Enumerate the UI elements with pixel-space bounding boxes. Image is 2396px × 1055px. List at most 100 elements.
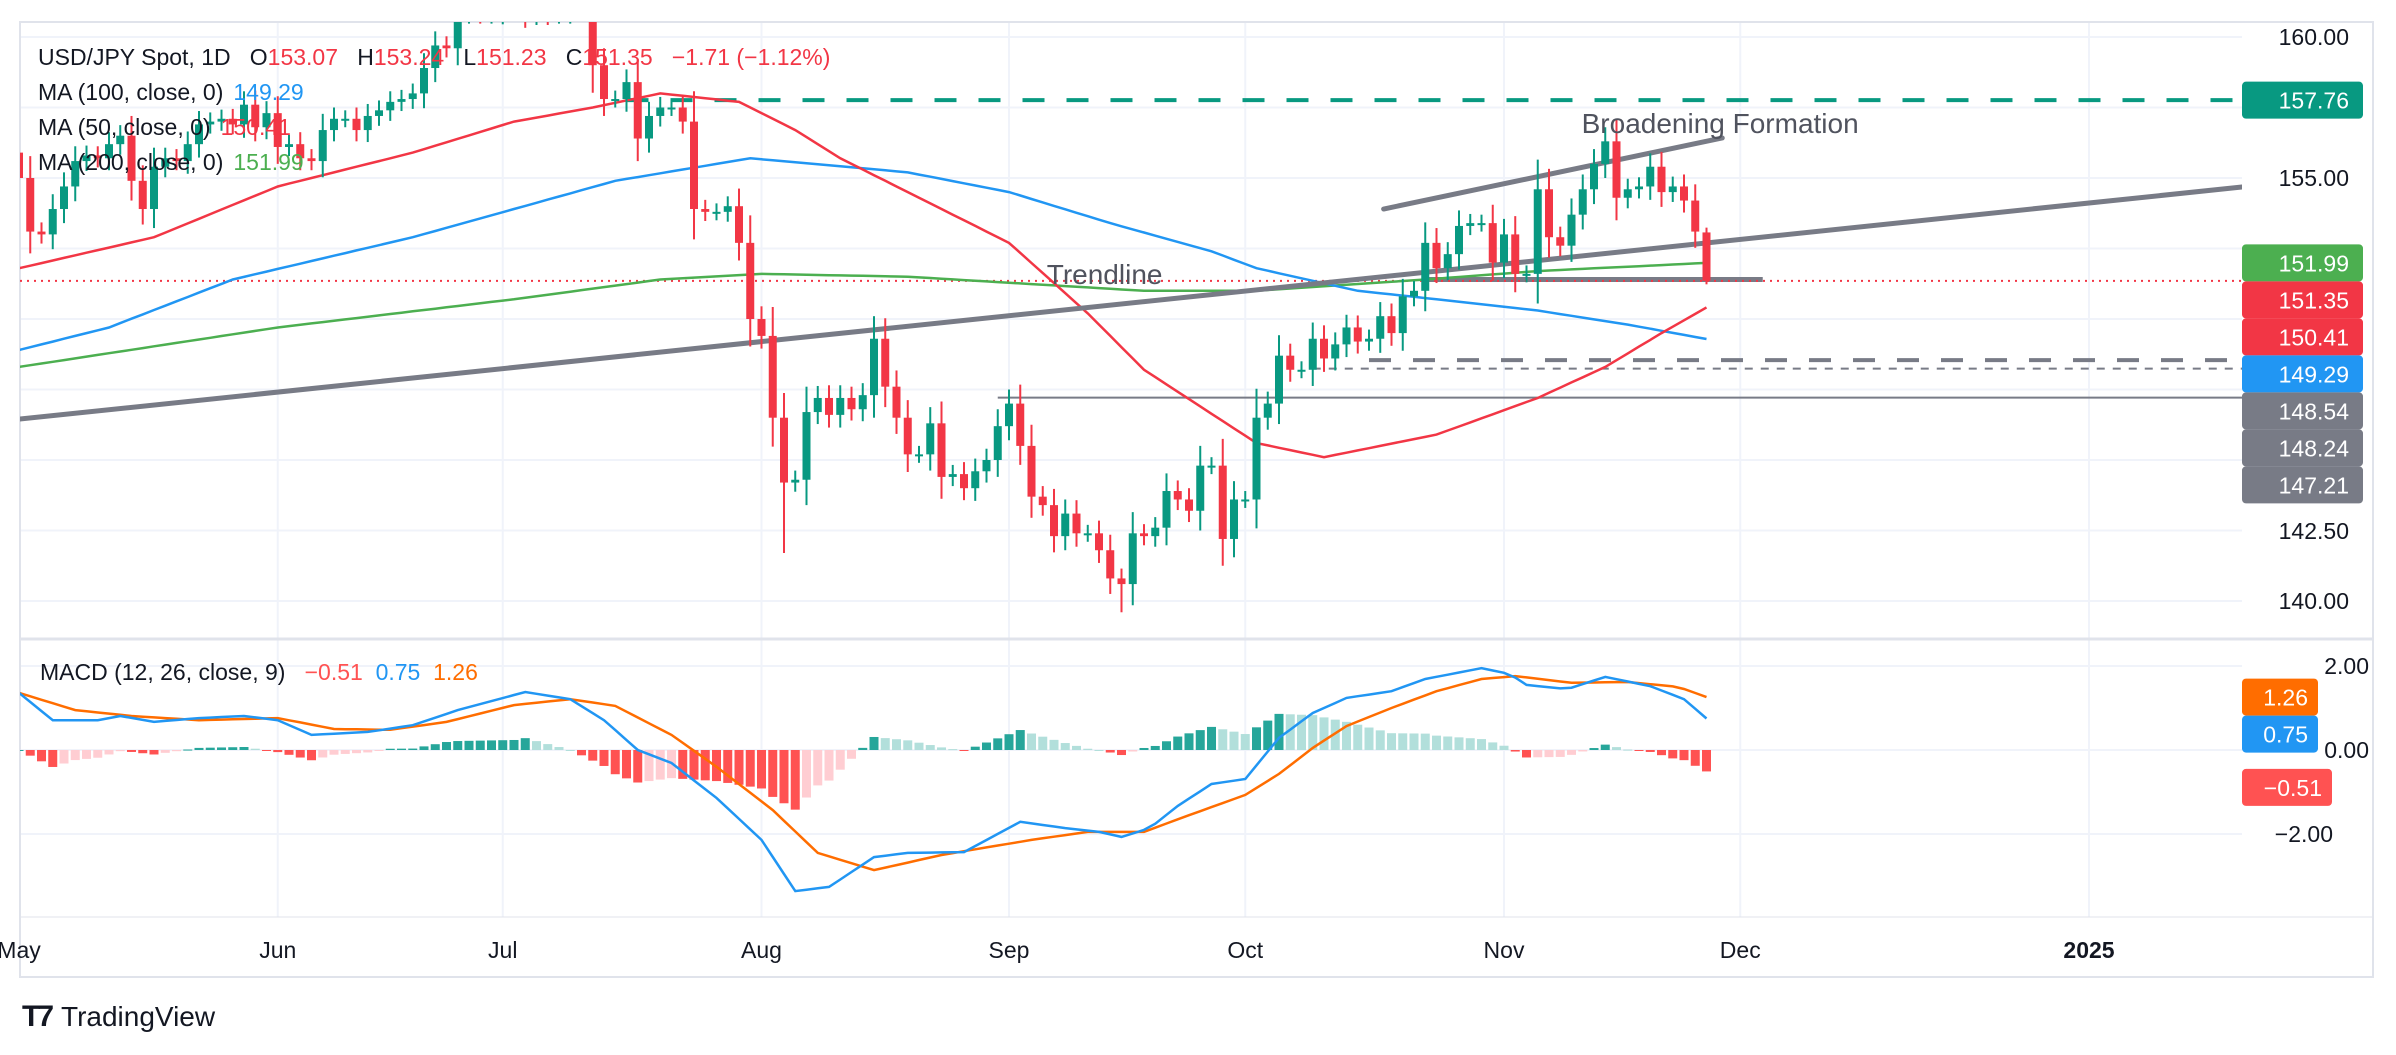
candle-body [993, 426, 1002, 460]
macd-histogram-bar [948, 749, 958, 751]
candle-body [656, 107, 665, 116]
candle [262, 101, 271, 140]
price-pane[interactable] [15, 0, 2242, 613]
candle-body [420, 68, 428, 94]
candle-body [499, 0, 507, 12]
macd-histogram-bar [790, 750, 800, 810]
macd-histogram-bar [1488, 742, 1498, 750]
candle [296, 132, 305, 171]
macd-histogram-bar [678, 750, 688, 779]
candle [1128, 512, 1137, 606]
candle [622, 69, 631, 112]
macd-histogram-bar [768, 750, 778, 797]
candle-body [768, 335, 777, 418]
candle-body [1623, 189, 1632, 198]
candle-body [937, 423, 946, 477]
macd-histogram-bar [1465, 738, 1475, 750]
symbol-label[interactable]: USD/JPY Spot, 1D [38, 44, 231, 70]
candle [172, 149, 181, 171]
macd-histogram-bar [37, 750, 46, 762]
price-badge-value: 148.24 [2279, 435, 2350, 461]
macd-histogram-bar [633, 750, 643, 783]
candle [490, 22, 493, 24]
candle-body [1410, 290, 1418, 297]
macd-histogram-bar [430, 744, 440, 750]
candle [60, 172, 68, 224]
macd-pane[interactable] [15, 666, 1712, 893]
candle [701, 199, 710, 222]
candle [1578, 174, 1587, 230]
ma100-legend[interactable]: MA (100, close, 0) 149.29 [38, 75, 830, 110]
candle [37, 222, 46, 244]
macd-histogram-bar [1522, 750, 1531, 758]
candle [926, 407, 935, 471]
candle-body [1140, 533, 1148, 537]
candle [982, 448, 991, 483]
candle [1286, 343, 1295, 382]
high-label: H [357, 44, 374, 70]
macd-histogram-bar [48, 750, 58, 767]
macd-histogram-bar [1049, 739, 1059, 750]
ma200-legend[interactable]: MA (200, close, 0) 151.99 [38, 145, 830, 180]
time-tick: Sep [989, 937, 1030, 963]
macd-histogram-bar [925, 745, 935, 750]
candle [71, 146, 80, 202]
candle [431, 31, 440, 83]
price-badge-bg [2242, 81, 2363, 119]
candle [1027, 424, 1036, 518]
price-badge-bg [2242, 392, 2363, 430]
ma50-legend[interactable]: MA (50, close, 0) 150.41 [38, 110, 830, 145]
candle [1038, 486, 1047, 516]
macd-histogram-bar [352, 750, 361, 754]
macd-histogram-bar [622, 750, 631, 779]
macd-hist-value: −0.51 [304, 659, 363, 685]
time-tick: Nov [1484, 937, 1525, 963]
candle-body [183, 144, 192, 162]
close-value: 151.35 [582, 44, 653, 70]
time-axis[interactable]: May Jun Jul Aug Sep Oct Nov Dec 2025 [0, 937, 2115, 963]
candle [363, 103, 372, 143]
candle [48, 194, 57, 250]
candle [510, 0, 518, 3]
macd-histogram-bar [374, 750, 384, 751]
candle-body [791, 479, 800, 483]
macd-histogram-bar [1252, 727, 1261, 750]
macd-badge-bg [2242, 768, 2332, 806]
y-tick: 140.00 [2279, 588, 2349, 614]
price-badge-value: 150.41 [2279, 324, 2349, 350]
candle [757, 306, 766, 349]
macd-histogram-bar [1398, 733, 1408, 750]
candle-body [1635, 186, 1643, 190]
candle-body [892, 386, 901, 418]
candle-body [1016, 403, 1025, 446]
macd-histogram-bar [824, 750, 834, 781]
candle-body [1050, 505, 1058, 537]
macd-legend[interactable]: MACD (12, 26, close, 9) −0.51 0.75 1.26 [40, 659, 478, 686]
candle [499, 0, 507, 25]
macd-histogram-bar [779, 750, 789, 804]
candle-body [82, 155, 91, 162]
candle [903, 400, 912, 472]
candle [558, 22, 560, 24]
macd-histogram-bar [644, 750, 654, 782]
macd-histogram-bar [82, 750, 91, 759]
candle [1196, 445, 1205, 531]
candle-body [1072, 513, 1081, 534]
macd-histogram-bar [1083, 748, 1093, 750]
candle [1185, 488, 1193, 523]
candle-body [1691, 200, 1700, 232]
tradingview-brand[interactable]: T7 TradingView [22, 1000, 215, 1034]
candle-body [836, 397, 845, 415]
price-badge-value: 151.99 [2279, 250, 2349, 276]
candle [468, 22, 470, 24]
candle-body [318, 130, 327, 162]
candle [228, 108, 237, 135]
macd-histogram-bar [262, 750, 271, 751]
ma100-line [20, 157, 1707, 352]
macd-badge: −0.51 [2242, 768, 2332, 806]
trendline-line [20, 184, 2242, 422]
macd-value: 0.75 [375, 659, 421, 685]
macd-histogram-bar [959, 750, 969, 751]
macd-histogram-bar [1409, 733, 1419, 750]
